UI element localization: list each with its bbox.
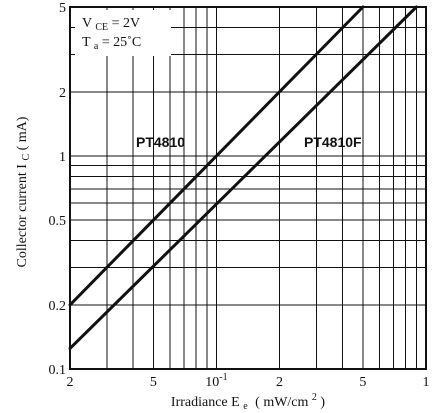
- series-line-pt4810: [68, 5, 365, 307]
- series-label-pt4810f: PT4810F: [304, 134, 362, 150]
- series-line-pt4810f: [68, 5, 418, 350]
- x-tick-label: 2: [276, 375, 283, 390]
- y-tick-label: 1: [59, 150, 66, 165]
- vce-condition: V CE = 2V: [82, 16, 140, 34]
- y-tick-label: 2: [59, 86, 66, 101]
- y-tick-label: 5: [59, 1, 66, 16]
- x-axis-label-units-sup: 2: [312, 392, 317, 403]
- x-axis-label-sub: e: [243, 401, 248, 412]
- ta-subscript: a: [94, 41, 99, 52]
- vce-value: = 2V: [112, 16, 141, 31]
- plot-frame: [69, 6, 427, 370]
- y-tick-label: 0.5: [49, 214, 67, 229]
- ta-value: = 25˚C: [102, 35, 141, 50]
- x-axis-label: Irradiance E e ( mW/cm 2 ): [171, 389, 326, 413]
- y-tick-label: 0.2: [49, 299, 67, 314]
- test-conditions-box: V CE = 2V T a = 25˚C: [75, 10, 171, 56]
- series-lines: [68, 5, 418, 350]
- ta-condition: T a = 25˚C: [82, 35, 141, 53]
- x-tick-labels: 2 5 10-1 2 5 1: [67, 372, 430, 390]
- x-axis-label-main: Irradiance E: [171, 395, 240, 410]
- y-tick-label: 0.1: [49, 363, 67, 378]
- y-tick-labels: 0.1 0.2 0.5 1 2 5: [49, 1, 67, 378]
- test-conditions-background: [75, 10, 171, 56]
- x-tick-label: 10-1: [205, 372, 227, 390]
- x-tick-label: 1: [423, 375, 430, 390]
- series-label-pt4810: PT4810: [136, 134, 185, 150]
- y-axis-label-main: Collector current I: [15, 164, 30, 268]
- x-axis-label-units: ( mW/cm: [255, 395, 308, 410]
- ta-symbol: T: [82, 35, 91, 50]
- vce-symbol: V: [82, 16, 92, 31]
- x-grid-lines: [69, 7, 417, 369]
- vce-subscript: CE: [95, 22, 108, 33]
- y-axis-label-units: ( mA): [15, 116, 30, 150]
- x-tick-label: 5: [150, 375, 157, 390]
- y-axis-label: Collector current I C ( mA): [15, 116, 33, 267]
- x-axis-label-units-close: ): [320, 395, 325, 410]
- y-axis-label-sub: C: [21, 154, 32, 161]
- x-tick-label: 5: [359, 375, 366, 390]
- y-grid-lines: [70, 27, 426, 306]
- x-tick-label: 2: [67, 375, 74, 390]
